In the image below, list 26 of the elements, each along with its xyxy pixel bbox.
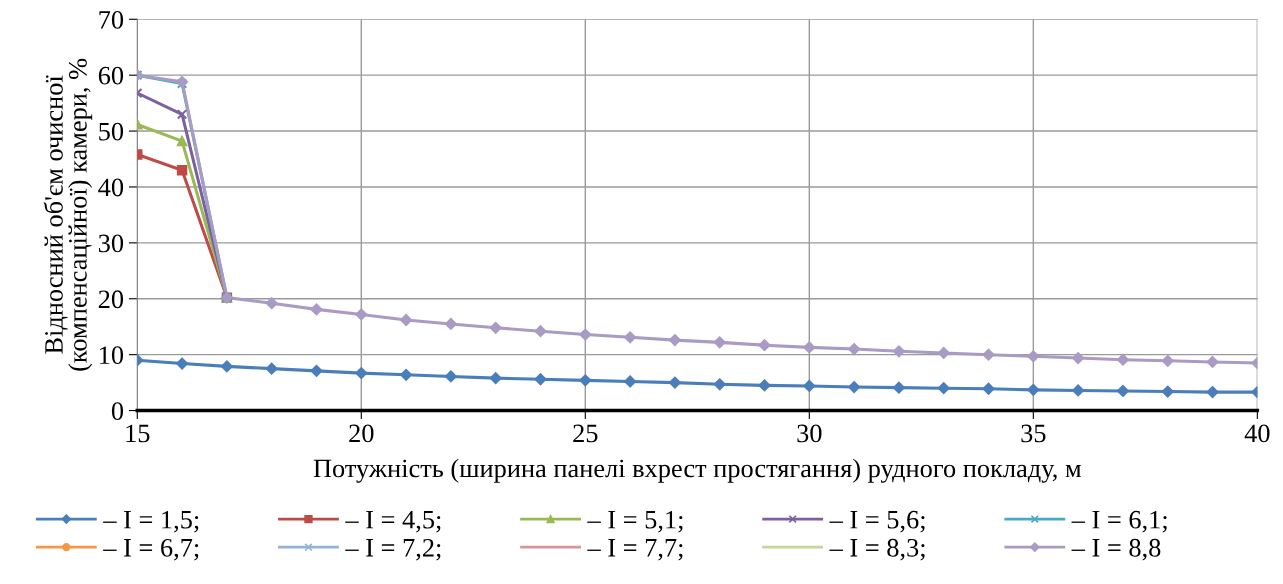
x-tick-label: 40	[1244, 424, 1270, 443]
x-tick-label: 30	[797, 424, 822, 443]
y-tick-label: 40	[98, 178, 124, 197]
y-tick-label: 10	[100, 346, 124, 365]
y-tick-label: 0	[111, 402, 124, 420]
x-axis-title: Потужність (ширина панелі вхрест простягання) рудного покладу, м	[313, 458, 1082, 483]
legend-label: – I = 8,3;	[829, 538, 925, 561]
y-tick-label: 60	[98, 66, 124, 85]
y-axis-title: Відносний об'єм очисної (компенсаційної) камери, %	[43, 58, 93, 371]
legend-label: – I = 6,7;	[103, 538, 199, 561]
legend-label: – I = 7,2;	[345, 538, 441, 561]
y-tick-label: 20	[98, 290, 124, 309]
legend-label: – I = 1,5;	[103, 510, 199, 533]
legend-label: – I = 8,8	[1071, 538, 1161, 561]
y-tick-label: 30	[98, 234, 124, 253]
y-tick-label: 70	[99, 10, 124, 29]
legend-label: – I = 4,5;	[345, 510, 441, 533]
legend-label: – I = 5,6;	[829, 510, 925, 533]
y-tick-label: 50	[99, 122, 124, 141]
legend-label: – I = 6,1;	[1071, 510, 1167, 533]
x-tick-label: 25	[573, 424, 598, 443]
legend-label: – I = 5,1;	[587, 510, 683, 533]
x-tick-label: 20	[349, 424, 374, 443]
legend-label: – I = 7,7;	[587, 539, 683, 561]
x-tick-label: 15	[126, 424, 150, 443]
x-tick-label: 35	[1021, 424, 1046, 443]
